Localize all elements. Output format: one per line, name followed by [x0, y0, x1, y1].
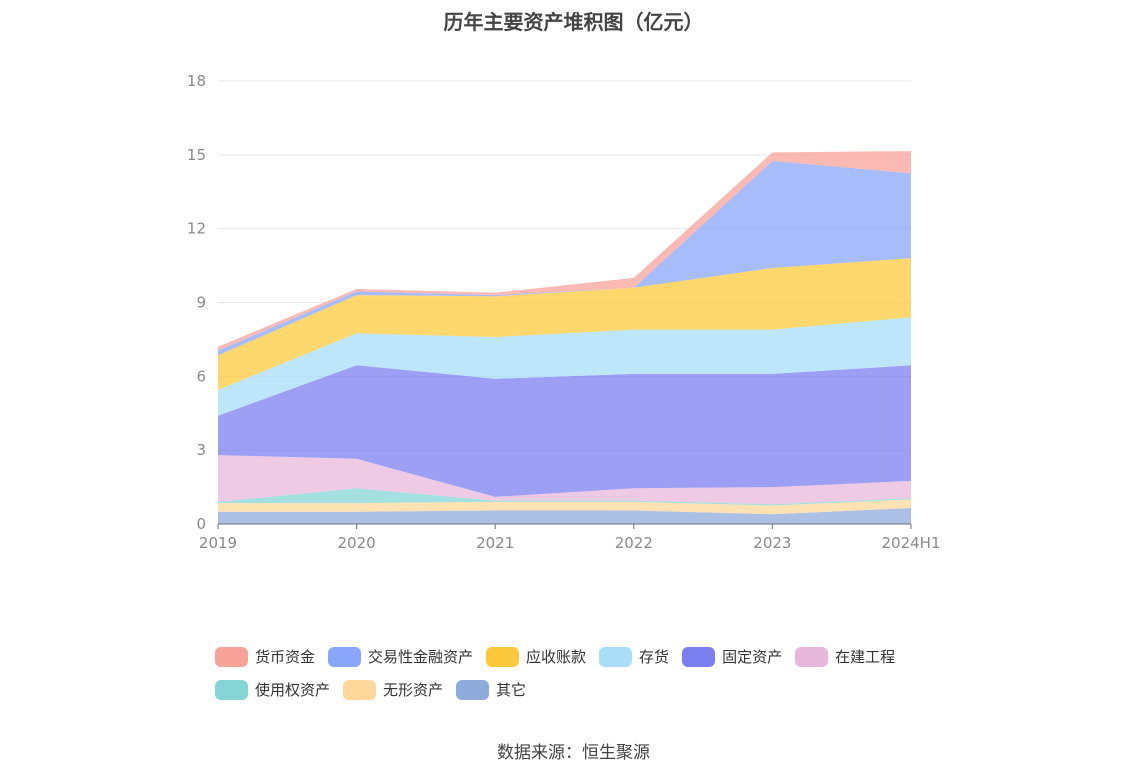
legend-swatch — [486, 646, 520, 667]
y-tick-label: 12 — [187, 220, 206, 238]
x-tick-label: 2024H1 — [882, 534, 941, 552]
x-tick-label: 2019 — [199, 534, 237, 552]
legend-swatch — [343, 679, 377, 700]
chart-title: 历年主要资产堆积图（亿元） — [443, 10, 704, 34]
area-series-交易性金融资产[interactable] — [218, 161, 911, 356]
legend-item-cash[interactable]: 货币资金 — [215, 646, 315, 667]
legend-swatch — [599, 646, 633, 667]
area-series-无形资产[interactable] — [218, 499, 911, 515]
legend-item-accounts-receivable[interactable]: 应收账款 — [486, 646, 586, 667]
legend-item-trading-financial-assets[interactable]: 交易性金融资产 — [328, 646, 473, 667]
stacked-area-chart: 0 3 6 9 12 15 18 2019 2020 2021 2022 2023 2024H1 — [187, 72, 941, 552]
legend-item-construction-in-progress[interactable]: 在建工程 — [795, 646, 895, 667]
data-source-note: 数据来源：恒生聚源 — [497, 743, 650, 763]
area-series-应收账款[interactable] — [218, 258, 911, 390]
legend-row-1: 货币资金 交易性金融资产 应收账款 存货 固定资产 在建工程 — [215, 640, 975, 673]
area-series-固定资产[interactable] — [218, 365, 911, 497]
legend-swatch — [328, 646, 362, 667]
legend-swatch — [456, 679, 490, 700]
legend-item-other[interactable]: 其它 — [456, 679, 526, 700]
legend-item-right-of-use-assets[interactable]: 使用权资产 — [215, 679, 330, 700]
x-tick-label: 2023 — [753, 534, 791, 552]
area-series-在建工程[interactable] — [218, 455, 911, 505]
y-tick-label: 18 — [187, 72, 206, 90]
x-tick-label: 2020 — [338, 534, 376, 552]
y-tick-label: 15 — [187, 146, 206, 164]
legend-label: 无形资产 — [383, 681, 444, 699]
legend-label: 交易性金融资产 — [368, 648, 474, 666]
y-tick-label: 9 — [196, 294, 206, 312]
legend-label: 在建工程 — [835, 648, 896, 666]
legend-label: 货币资金 — [255, 648, 316, 666]
y-tick-label: 3 — [196, 441, 206, 459]
chart-legend: 货币资金 交易性金融资产 应收账款 存货 固定资产 在建工程 使用权资产 — [215, 640, 975, 706]
legend-row-2: 使用权资产 无形资产 其它 — [215, 673, 975, 706]
legend-label: 应收账款 — [526, 648, 587, 666]
legend-swatch — [215, 646, 248, 667]
x-tick-label: 2022 — [615, 534, 653, 552]
y-tick-label: 0 — [196, 515, 206, 533]
legend-swatch — [215, 679, 248, 700]
legend-item-intangible-assets[interactable]: 无形资产 — [343, 679, 443, 700]
legend-swatch — [682, 646, 716, 667]
legend-item-inventory[interactable]: 存货 — [599, 646, 669, 667]
legend-swatch — [795, 646, 829, 667]
legend-label: 其它 — [496, 681, 527, 699]
legend-label: 使用权资产 — [255, 681, 331, 699]
legend-label: 固定资产 — [722, 648, 783, 666]
legend-label: 存货 — [639, 648, 670, 666]
y-tick-label: 6 — [196, 367, 206, 385]
area-series-其它[interactable] — [218, 508, 911, 524]
area-series-存货[interactable] — [218, 317, 911, 416]
legend-item-fixed-assets[interactable]: 固定资产 — [682, 646, 782, 667]
area-series-使用权资产[interactable] — [218, 488, 911, 506]
x-tick-label: 2021 — [476, 534, 514, 552]
